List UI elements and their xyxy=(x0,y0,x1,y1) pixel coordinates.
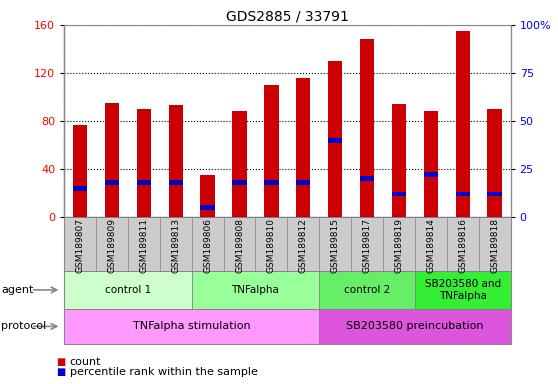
Bar xyxy=(296,180,310,185)
Bar xyxy=(488,192,502,196)
Bar xyxy=(200,205,215,210)
Text: agent: agent xyxy=(1,285,33,295)
Text: GSM189810: GSM189810 xyxy=(267,218,276,273)
Text: GSM189814: GSM189814 xyxy=(426,218,435,273)
Bar xyxy=(455,31,470,217)
Text: GSM189816: GSM189816 xyxy=(458,218,467,273)
Bar xyxy=(200,175,215,217)
Text: GSM189818: GSM189818 xyxy=(490,218,499,273)
Text: ■: ■ xyxy=(56,357,65,367)
Text: TNFalpha: TNFalpha xyxy=(232,285,280,295)
Bar xyxy=(73,124,87,217)
Bar xyxy=(455,192,470,196)
Text: GSM189806: GSM189806 xyxy=(203,218,212,273)
Bar xyxy=(424,172,438,177)
Bar xyxy=(264,85,278,217)
Bar xyxy=(424,111,438,217)
Text: percentile rank within the sample: percentile rank within the sample xyxy=(70,367,258,377)
Bar xyxy=(296,78,310,217)
Text: GSM189819: GSM189819 xyxy=(395,218,403,273)
Text: protocol: protocol xyxy=(1,321,46,331)
Bar xyxy=(392,104,406,217)
Text: SB203580 preincubation: SB203580 preincubation xyxy=(346,321,484,331)
Bar xyxy=(232,180,247,185)
Text: TNFalpha stimulation: TNFalpha stimulation xyxy=(133,321,251,331)
Bar xyxy=(328,61,343,217)
Text: SB203580 and
TNFalpha: SB203580 and TNFalpha xyxy=(425,279,501,301)
Bar xyxy=(137,180,151,185)
Text: GSM189815: GSM189815 xyxy=(331,218,340,273)
Text: GDS2885 / 33791: GDS2885 / 33791 xyxy=(226,10,349,23)
Text: GSM189817: GSM189817 xyxy=(363,218,372,273)
Bar xyxy=(488,109,502,217)
Bar xyxy=(328,138,343,142)
Bar xyxy=(169,180,183,185)
Bar xyxy=(137,109,151,217)
Text: GSM189807: GSM189807 xyxy=(76,218,85,273)
Bar xyxy=(232,111,247,217)
Bar xyxy=(392,192,406,196)
Text: GSM189811: GSM189811 xyxy=(140,218,148,273)
Bar xyxy=(105,180,119,185)
Bar xyxy=(360,40,374,217)
Text: ■: ■ xyxy=(56,367,65,377)
Text: control 2: control 2 xyxy=(344,285,390,295)
Text: control 1: control 1 xyxy=(105,285,151,295)
Bar xyxy=(360,176,374,181)
Bar xyxy=(264,180,278,185)
Text: GSM189808: GSM189808 xyxy=(235,218,244,273)
Bar xyxy=(105,103,119,217)
Text: count: count xyxy=(70,357,101,367)
Text: GSM189809: GSM189809 xyxy=(108,218,117,273)
Bar xyxy=(73,186,87,190)
Bar xyxy=(169,105,183,217)
Text: GSM189812: GSM189812 xyxy=(299,218,308,273)
Text: GSM189813: GSM189813 xyxy=(171,218,180,273)
